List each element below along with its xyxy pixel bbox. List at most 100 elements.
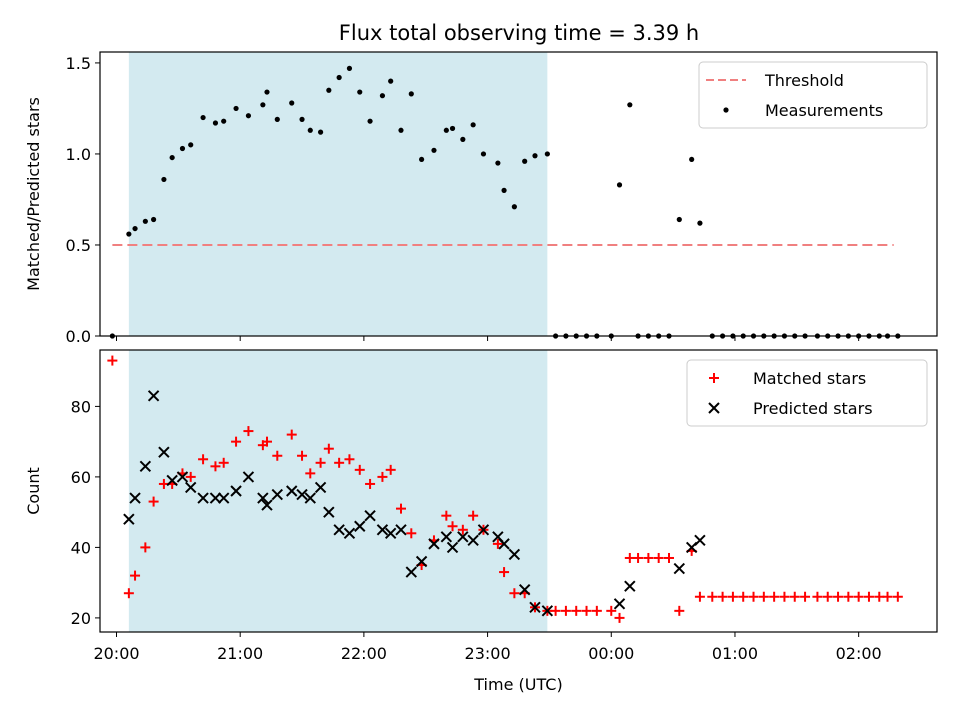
data-point (541, 605, 554, 617)
data-point (477, 524, 490, 536)
data-point (591, 605, 602, 616)
data-point (398, 127, 404, 133)
legend-box (686, 359, 928, 427)
data-point (415, 555, 428, 568)
data-point (863, 591, 874, 602)
data-point (408, 91, 414, 97)
data-point (446, 541, 459, 554)
data-point (492, 538, 503, 549)
data-point (508, 548, 521, 561)
y-tick-label: 0.5 (66, 236, 91, 255)
data-point (379, 93, 386, 99)
data-point (346, 65, 353, 71)
data-point (151, 216, 157, 223)
data-point (614, 612, 625, 623)
data-point (242, 471, 255, 483)
data-point (365, 478, 376, 489)
data-point (606, 605, 617, 616)
data-point (441, 510, 452, 521)
x-tick-label: 20:00 (93, 644, 139, 663)
data-point (653, 552, 664, 563)
data-point (148, 496, 159, 507)
data-point (571, 605, 582, 616)
data-point (428, 538, 440, 550)
data-point (197, 492, 209, 504)
x-tick-label: 23:00 (465, 644, 511, 663)
data-point (443, 127, 449, 133)
data-point (305, 468, 316, 479)
data-point (624, 580, 636, 592)
legend-label: Threshold (764, 71, 844, 90)
data-point (467, 534, 479, 547)
plot-frame (99, 51, 938, 337)
data-point (812, 591, 823, 602)
data-point (326, 87, 332, 93)
data-point (260, 102, 266, 108)
data-point (498, 538, 510, 550)
data-point (581, 605, 592, 616)
data-point (385, 464, 396, 475)
data-point (198, 454, 209, 465)
data-point (334, 457, 345, 468)
data-point (633, 552, 644, 563)
legend-box (698, 61, 928, 129)
data-point (550, 605, 561, 616)
data-point (689, 156, 695, 163)
data-point (833, 591, 844, 602)
data-point (169, 154, 175, 161)
data-point (364, 509, 376, 522)
data-point (161, 176, 167, 183)
data-point (243, 426, 254, 437)
observing-span (128, 52, 548, 336)
data-point (166, 474, 178, 487)
data-point (289, 100, 295, 106)
data-point (231, 436, 242, 447)
data-point (405, 566, 418, 578)
legend-label: Matched stars (753, 369, 866, 388)
series-matched-stars (107, 355, 903, 623)
data-point (440, 531, 453, 543)
data-point (789, 591, 800, 602)
data-point (272, 450, 283, 461)
data-point (233, 105, 239, 112)
data-point (158, 446, 170, 458)
data-point (257, 492, 269, 504)
data-point (673, 562, 686, 575)
x-tick-label: 22:00 (341, 644, 387, 663)
data-point (697, 220, 703, 226)
y-axis-label: Count (24, 467, 43, 515)
x-tick-label: 00:00 (588, 644, 634, 663)
data-point (529, 601, 541, 614)
data-point (694, 534, 706, 547)
data-point (419, 156, 425, 163)
legend-marker (723, 107, 729, 113)
top-panel: 0.0 0.5 1.0 1.5 Matched/Predicted stars Thres… (24, 51, 938, 346)
data-point (748, 591, 759, 602)
data-point (176, 471, 189, 483)
data-point (299, 116, 305, 122)
data-point (376, 524, 389, 536)
data-point (185, 471, 196, 482)
data-point (511, 204, 517, 210)
x-tick-label: 21:00 (217, 644, 263, 663)
data-point (853, 591, 864, 602)
data-point (230, 485, 242, 497)
data-point (882, 591, 893, 602)
data-point (123, 513, 135, 525)
data-point (388, 78, 394, 84)
data-point (509, 588, 520, 599)
y-tick-label: 60 (71, 468, 91, 487)
data-point (286, 429, 297, 440)
data-point (323, 443, 334, 454)
data-point (314, 481, 327, 494)
data-point (447, 521, 458, 532)
y-axis-label: Matched/Predicted stars (24, 97, 43, 291)
data-point (384, 527, 397, 540)
data-point (261, 499, 273, 511)
data-point (468, 510, 479, 521)
data-point (627, 102, 633, 108)
data-point (107, 355, 118, 366)
legend-marker (708, 402, 720, 414)
data-point (296, 488, 308, 501)
